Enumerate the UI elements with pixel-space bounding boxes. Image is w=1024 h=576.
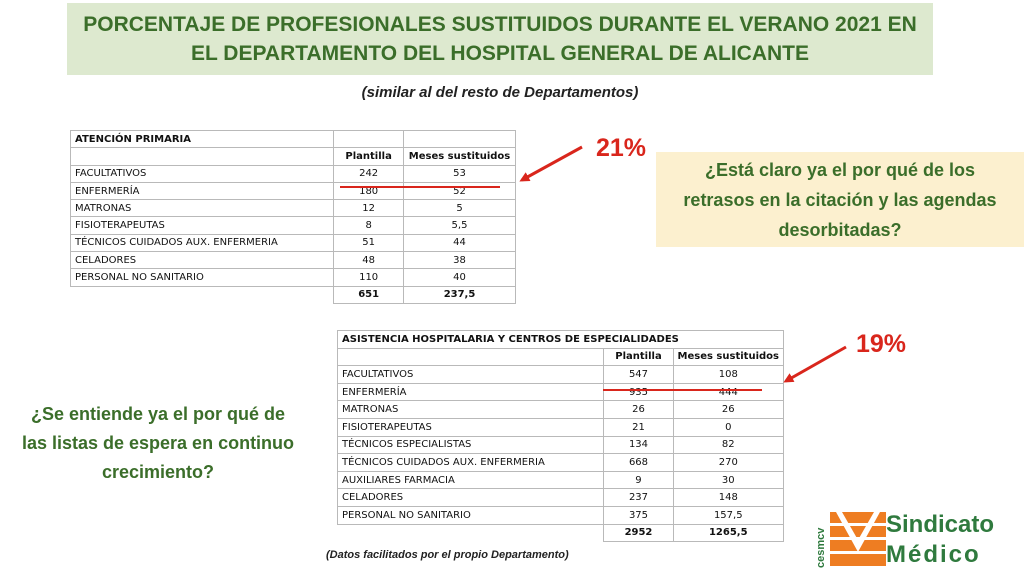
arrow-21-icon <box>519 145 583 182</box>
table-total-row: 2952 1265,5 <box>338 523 785 543</box>
atencion-primaria-table: ATENCIÓN PRIMARIA Plantilla Meses sustit… <box>69 129 516 304</box>
table-row: FACULTATIVOS 547 108 <box>336 365 785 384</box>
logo-side-text: cesmcv <box>815 527 827 568</box>
total-meses: 237,5 <box>403 285 516 304</box>
percent-label-hospitalaria: 19% <box>856 330 907 358</box>
table-row: PERSONAL NO SANITARIO 375 157,5 <box>336 505 785 525</box>
source-note: (Datos facilitados por el propio Departa… <box>326 549 569 561</box>
table-row: TÉCNICOS CUIDADOS AUX. ENFERMERIA 668 270 <box>336 453 785 472</box>
table-row: FACULTATIVOS 242 53 <box>69 164 516 183</box>
table-row: FISIOTERAPEUTAS 8 5,5 <box>69 216 516 235</box>
row-label: PERSONAL NO SANITARIO <box>69 268 335 287</box>
logo-m-icon <box>830 512 886 566</box>
logo-line-2: Médico <box>886 541 981 568</box>
sindicato-medico-logo: cesmcv <box>815 512 886 568</box>
logo-line-1: Sindicato <box>886 511 995 538</box>
table-header-row: Plantilla Meses sustituidos <box>69 147 516 166</box>
title-line-1: PORCENTAJE DE PROFESIONALES SUSTITUIDOS … <box>83 13 917 36</box>
table-row: TÉCNICOS CUIDADOS AUX. ENFERMERIA 51 44 <box>69 233 516 253</box>
table-row: CELADORES 237 148 <box>336 488 785 507</box>
question-box-agendas: ¿Está claro ya el por qué de los retraso… <box>656 152 1024 247</box>
table-row: TÉCNICOS ESPECIALISTAS 134 82 <box>336 435 785 455</box>
table-row: PERSONAL NO SANITARIO 110 40 <box>69 268 516 287</box>
title-banner: PORCENTAJE DE PROFESIONALES SUSTITUIDOS … <box>67 3 933 75</box>
question-text-agendas: ¿Está claro ya el por qué de los retraso… <box>683 159 997 240</box>
table-row: MATRONAS 26 26 <box>336 400 785 419</box>
arrow-19-icon <box>783 345 847 383</box>
table-row: AUXILIARES FARMACIA 9 30 <box>336 470 785 490</box>
row-label: PERSONAL NO SANITARIO <box>336 505 605 525</box>
percent-label-primaria: 21% <box>596 134 647 162</box>
subtitle: (similar al del resto de Departamentos) <box>361 84 639 101</box>
total-plantilla: 651 <box>333 285 405 304</box>
asistencia-hospitalaria-table: ASISTENCIA HOSPITALARIA Y CENTROS DE ESP… <box>336 330 785 543</box>
table-total-row: 651 237,5 <box>71 285 516 304</box>
total-meses: 1265,5 <box>672 523 785 543</box>
table-header-row: Plantilla Meses sustituidos <box>336 347 785 367</box>
title-line-2: EL DEPARTAMENTO DEL HOSPITAL GENERAL DE … <box>191 42 809 65</box>
table-title-row: ATENCIÓN PRIMARIA <box>69 129 516 149</box>
question-text-listas: ¿Se entiende ya el por qué de las listas… <box>21 404 295 482</box>
